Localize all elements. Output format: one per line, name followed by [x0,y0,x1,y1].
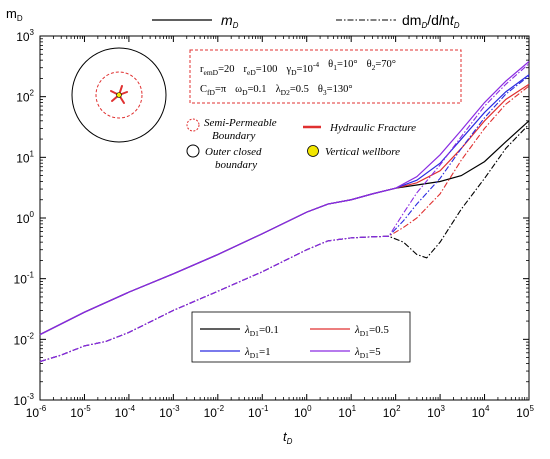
y-tick-label: 10-2 [14,331,35,347]
x-tick-label: 103 [427,404,445,420]
series-md-line-1 [39,83,530,336]
x-axis-title: tD [283,429,293,446]
y-tick-label: 10-3 [14,392,35,408]
series-md-line-3 [39,61,530,336]
y-tick-label: 100 [16,210,34,226]
parameter-box: remD=20 reD=100 γD=10-4 θ1=10° θ2=70° CfD=π ω… [189,49,462,104]
style-legend: mD dmD/dlntD [152,12,460,30]
y-tick-label: 10-1 [14,271,35,287]
wellbore-marker [116,92,122,98]
semi-permeable-legend-text-2: Boundary [212,130,256,142]
semi-permeable-legend-icon [186,118,200,132]
lambda-legend-label-1: λD1=0.5 [354,324,389,338]
outer-closed-boundary [71,47,167,143]
lambda-legend: λD1=0.1 λD1=0.5 λD1=1 λD1=5 [191,311,411,363]
vertical-wellbore-legend-icon [307,145,319,157]
schematic-legend: Semi-Permeable Boundary Hydraulic Fractu… [186,117,416,171]
x-tick-label: 101 [338,404,356,420]
lambda-legend-frame [191,311,411,363]
outer-closed-legend-text-2: boundary [215,159,257,171]
outer-closed-legend-text-1: Outer closed [205,146,262,158]
x-tick-label: 10-6 [26,404,47,420]
y-tick-label: 103 [16,28,34,44]
x-tick-label: 10-2 [204,404,225,420]
parameter-line-2: CfD=π ωD=0.1 λD2=0.5 θ3=130° [200,84,353,97]
semi-permeable-legend-text-1: Semi-Permeable [204,117,277,129]
semi-permeable-boundary [95,71,143,119]
series-md-line-0 [39,120,530,336]
lambda-legend-label-2: λD1=1 [244,346,271,360]
series-curves [39,61,530,363]
y-tick-label: 102 [16,89,34,105]
y-axis-title: mD [6,6,23,23]
x-tick-label: 10-4 [115,404,136,420]
x-tick-label: 100 [294,404,312,420]
x-tick-label: 10-3 [159,404,180,420]
vertical-wellbore-legend-text: Vertical wellbore [325,146,400,158]
x-tick-label: 105 [516,404,534,420]
hydraulic-fracture-legend-text: Hydraulic Fracture [329,122,416,134]
reservoir-schematic [71,47,167,143]
style-legend-deriv-label: dmD/dlntD [402,12,460,30]
axis-ticks [39,35,530,401]
tick-labels: 10-6 10-5 10-4 10-3 10-2 10-1 100 101 102 103 104 1… [14,28,535,420]
parameter-line-1: remD=20 reD=100 γD=10-4 θ1=10° θ2=70° [200,59,396,77]
style-legend-md-sub: D [233,21,239,30]
x-tick-label: 10-5 [70,404,91,420]
x-tick-label: 104 [472,404,490,420]
series-deriv-line-3 [39,63,530,363]
series-md-line-2 [39,74,530,336]
lambda-legend-label-3: λD1=5 [354,346,381,360]
x-tick-label: 102 [383,404,401,420]
x-tick-label: 10-1 [248,404,269,420]
y-tick-label: 101 [16,149,34,165]
lambda-legend-entries: λD1=0.1 λD1=0.5 λD1=1 λD1=5 [200,324,389,360]
lambda-legend-label-0: λD1=0.1 [244,324,279,338]
parameter-box-frame [189,49,462,104]
outer-closed-legend-icon [186,144,200,158]
style-legend-md-label: mD [221,12,239,30]
